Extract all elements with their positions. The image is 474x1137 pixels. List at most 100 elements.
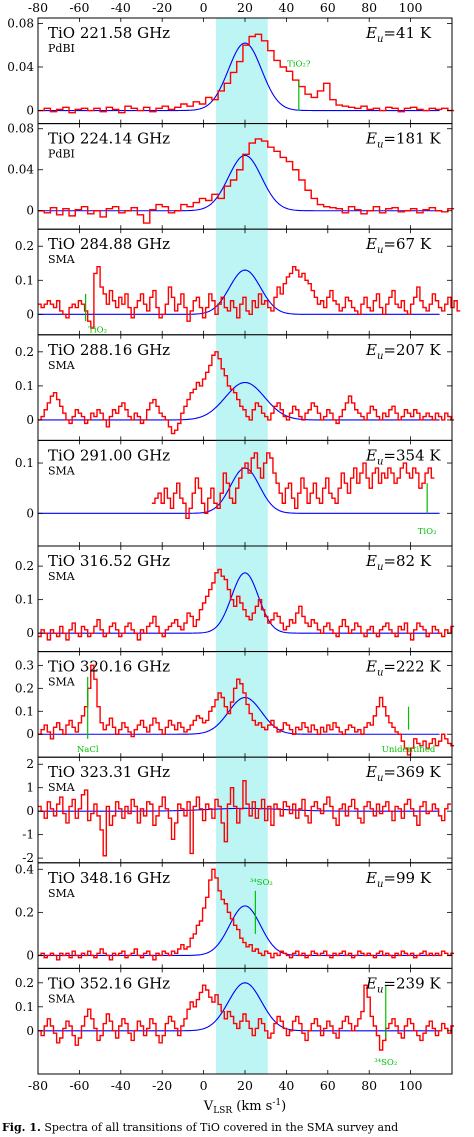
x-tick-label-top: -20: [152, 0, 172, 15]
y-tick-label: 0: [26, 104, 34, 118]
xlabel-sub: LSR: [213, 1106, 232, 1116]
annotation-text: TiO₂: [88, 326, 107, 336]
panel-title: TiO 323.31 GHz: [48, 763, 170, 781]
annotation-label-1: NaCl: [77, 745, 99, 755]
instrument-label: SMA: [48, 253, 76, 266]
model-gaussian: [38, 982, 440, 1032]
energy-value: 41 K: [396, 24, 432, 42]
annotation-label-1: TiO₂: [88, 326, 107, 336]
x-axis-label: VLSR (km s-1): [203, 1098, 286, 1116]
instrument-label: SMA: [48, 359, 76, 372]
energy-eq: =: [383, 446, 396, 464]
energy-subscript: u: [377, 456, 383, 467]
annotation-label-1: TiO₂: [418, 527, 437, 537]
x-tick-label-top: 60: [320, 0, 336, 15]
x-tick-label-bottom: 60: [320, 1078, 336, 1093]
upper-energy-label: Eu=67 K: [365, 235, 432, 256]
annotation-text: TiO₂?: [287, 60, 311, 70]
y-tick-label: 0: [26, 626, 34, 640]
velocity-band: [216, 440, 268, 546]
x-tick-label-top: 0: [200, 0, 208, 15]
energy-subscript: u: [377, 351, 383, 362]
y-tick-label: 0.2: [15, 976, 34, 990]
y-tick-label: 0.04: [7, 163, 34, 177]
energy-eq: =: [383, 130, 396, 148]
model-gaussian: [38, 696, 440, 735]
y-tick-label: 0: [26, 1024, 34, 1038]
upper-energy-label: Eu=369 K: [365, 763, 441, 784]
energy-eq: =: [383, 658, 396, 676]
x-tick-label-bottom: -40: [111, 1078, 131, 1093]
energy-symbol: E: [365, 235, 377, 253]
velocity-band: [216, 546, 268, 652]
energy-value: 99 K: [396, 869, 432, 887]
panel-title: TiO 348.16 GHz: [48, 869, 170, 887]
x-tick-label-top: 20: [237, 0, 253, 15]
energy-subscript: u: [377, 879, 383, 890]
y-tick-label: 0: [26, 727, 34, 741]
instrument-label: PdBI: [48, 42, 75, 55]
annotation-text: ³⁴SO₂: [250, 878, 273, 888]
x-tick-label-bottom: -60: [69, 1078, 89, 1093]
y-tick-label: 0: [26, 804, 34, 818]
velocity-band: [216, 229, 268, 335]
model-gaussian: [38, 269, 440, 315]
instrument-label: SMA: [48, 570, 76, 583]
panel-title: TiO 224.14 GHz: [48, 130, 170, 148]
energy-symbol: E: [365, 341, 377, 359]
energy-symbol: E: [365, 869, 377, 887]
y-tick-label: 2: [26, 757, 34, 771]
energy-eq: =: [383, 974, 396, 992]
model-gaussian: [38, 42, 440, 112]
data-spectrum: [38, 33, 455, 114]
energy-eq: =: [383, 869, 396, 887]
y-tick-label: 0: [26, 307, 34, 321]
energy-value: 207 K: [396, 341, 441, 359]
caption-text: Spectra of all transitions of TiO covere…: [44, 1121, 399, 1134]
panel-7: NaCl Unidentified 0 0.1 0.2 0.3 TiO 320.16 GHz…: [15, 651, 455, 758]
upper-energy-label: Eu=82 K: [365, 552, 432, 573]
x-tick-label-bottom: 0: [200, 1078, 208, 1093]
upper-energy-label: Eu=239 K: [365, 974, 441, 995]
annotation-text: ³⁴SO₂: [374, 1058, 397, 1068]
data-spectrum: [38, 138, 455, 224]
panel-title: TiO 320.16 GHz: [48, 658, 170, 676]
x-tick-label-bottom: -80: [28, 1078, 48, 1093]
xlabel-exp: -1: [272, 1098, 281, 1108]
x-tick-label-top: 40: [278, 0, 294, 15]
velocity-band: [216, 757, 268, 863]
velocity-band: [216, 18, 268, 124]
x-tick-label-top: 100: [399, 0, 423, 15]
panel-title: TiO 284.88 GHz: [48, 235, 170, 253]
data-spectrum: [38, 984, 455, 1051]
energy-symbol: E: [365, 24, 377, 42]
y-tick-label: 0: [26, 413, 34, 427]
data-spectrum: [38, 568, 455, 641]
y-tick-label: 0.1: [15, 456, 34, 470]
y-tick-label: 0.1: [15, 273, 34, 287]
y-tick-label: 0.2: [15, 559, 34, 573]
x-tick-label-top: -60: [69, 0, 89, 15]
instrument-label: SMA: [48, 781, 76, 794]
energy-value: 181 K: [396, 130, 441, 148]
xlabel-units: (km s: [232, 1099, 272, 1114]
x-tick-label-bottom: 80: [361, 1078, 377, 1093]
data-spectrum: [38, 779, 451, 857]
x-tick-label-top: 80: [361, 0, 377, 15]
energy-eq: =: [383, 763, 396, 781]
energy-subscript: u: [377, 773, 383, 784]
y-tick-label: 0.08: [7, 122, 34, 136]
energy-subscript: u: [377, 34, 383, 45]
y-tick-label: -1: [22, 828, 34, 842]
instrument-label: SMA: [48, 676, 76, 689]
annotation-label-2: Unidentified: [382, 745, 436, 755]
annotation-text: TiO₂: [418, 527, 437, 537]
energy-value: 222 K: [396, 658, 441, 676]
